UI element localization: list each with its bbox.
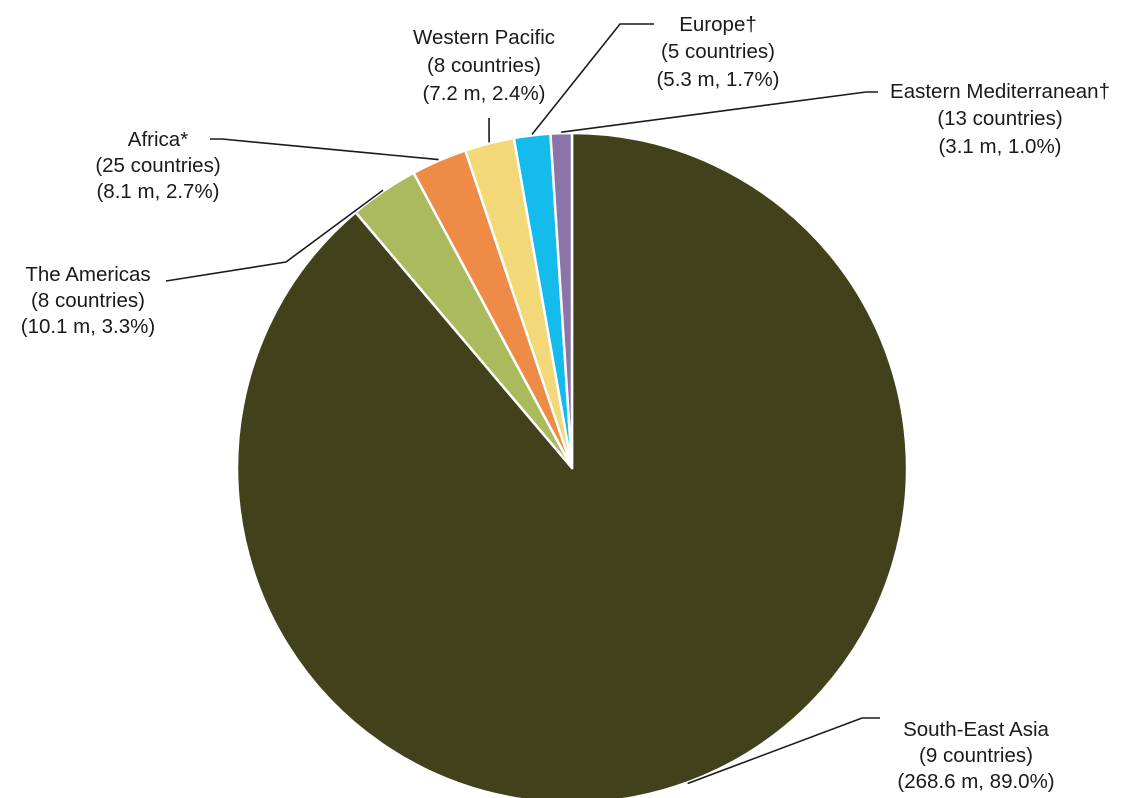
label-western-pacific-name: Western Pacific: [413, 26, 555, 49]
label-south-east-asia-detail: (268.6 m, 89.0%): [897, 770, 1054, 793]
pie-slice-eastern-mediterranean: [549, 131, 574, 470]
leader-lines: [165, 23, 880, 785]
label-the-americas-countries: (8 countries): [31, 289, 145, 312]
label-south-east-asia-countries: (9 countries): [919, 744, 1033, 767]
label-eastern-mediterranean-name: Eastern Mediterranean†: [890, 80, 1110, 103]
leader-line-africa: [210, 138, 439, 161]
label-europe-name: Europe†: [679, 13, 757, 36]
label-eastern-mediterranean-detail: (3.1 m, 1.0%): [938, 135, 1061, 158]
label-south-east-asia-name: South-East Asia: [903, 718, 1049, 741]
label-western-pacific-detail: (7.2 m, 2.4%): [422, 82, 545, 105]
label-the-americas-detail: (10.1 m, 3.3%): [21, 315, 155, 338]
label-europe-detail: (5.3 m, 1.7%): [656, 68, 779, 91]
label-africa-countries: (25 countries): [95, 154, 220, 177]
label-the-americas-name: The Americas: [25, 263, 150, 286]
label-western-pacific-countries: (8 countries): [427, 54, 541, 77]
leader-line-the-americas: [165, 189, 384, 282]
leader-line-south-east-asia: [687, 717, 880, 785]
label-europe-countries: (5 countries): [661, 40, 775, 63]
leader-line-eastern-mediterranean: [561, 91, 878, 133]
label-africa-detail: (8.1 m, 2.7%): [96, 180, 219, 203]
label-eastern-mediterranean-countries: (13 countries): [937, 107, 1062, 130]
label-africa-name: Africa*: [128, 128, 188, 151]
leader-line-europe: [531, 23, 654, 135]
pie-slice-south-east-asia: [235, 131, 909, 798]
pie-slices: [235, 131, 909, 798]
